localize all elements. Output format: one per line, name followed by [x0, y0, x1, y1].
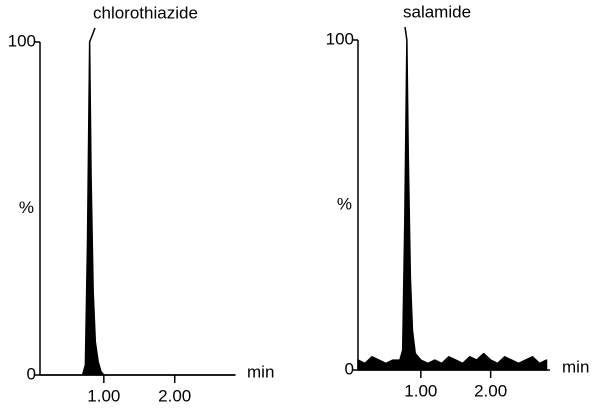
peak-annotation: chlorothiazide: [93, 3, 198, 22]
signal-trace: [39, 41, 236, 376]
y-axis-label: %: [19, 198, 34, 217]
x-axis-label: min: [562, 357, 589, 376]
x-tick-label: 2.00: [158, 386, 191, 405]
y-tick-label: 100: [326, 29, 354, 48]
peak-annotation: salamide: [403, 2, 471, 21]
y-tick-label: 0: [27, 364, 36, 383]
x-tick-label: 1.00: [87, 386, 120, 405]
x-axis-label: min: [247, 362, 274, 381]
x-tick-label: 2.00: [474, 381, 507, 400]
x-tick-label: 1.00: [404, 381, 437, 400]
signal-trace: [357, 39, 548, 371]
y-axis-label: %: [337, 194, 352, 213]
y-tick-label: 100: [8, 31, 36, 50]
annotation-leader: [88, 27, 96, 43]
y-tick-label: 0: [345, 359, 354, 378]
annotation-leader: [404, 26, 408, 41]
